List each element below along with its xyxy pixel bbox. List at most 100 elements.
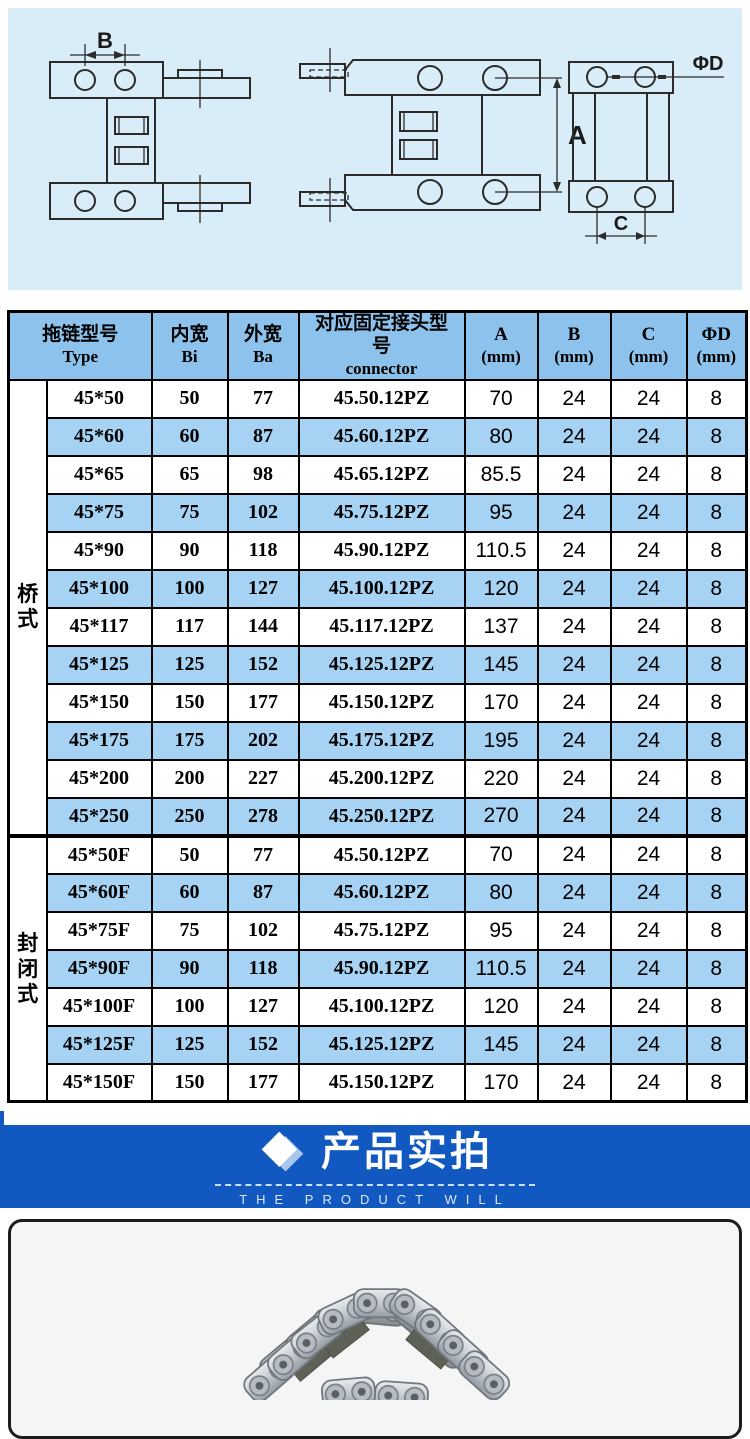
spec-cell-type: 45*50	[45, 378, 153, 419]
col-header-type-cn: 拖链型号	[42, 324, 119, 346]
spec-cell: 87	[226, 872, 300, 913]
table-row: 45*90F 90 118 45.90.12PZ 110.5 24 24 8	[9, 948, 748, 989]
table-row: 45*100 100 127 45.100.12PZ 120 24 24 8	[9, 568, 748, 609]
spec-cell: 70	[463, 378, 539, 419]
spec-cell: 8	[685, 454, 748, 495]
spec-cell: 75	[150, 492, 229, 533]
spec-cell: 24	[536, 948, 612, 989]
spec-cell: 177	[226, 682, 300, 723]
spec-cell: 45.125.12PZ	[297, 1024, 466, 1065]
spec-cell: 118	[226, 530, 300, 571]
spec-cell: 75	[150, 910, 229, 951]
spec-cell: 227	[226, 758, 300, 799]
spec-cell: 24	[609, 530, 688, 571]
technical-drawing: B	[49, 28, 724, 244]
spec-cell-type: 45*90F	[45, 948, 153, 989]
spec-cell: 202	[226, 720, 300, 761]
spec-cell: 177	[226, 1062, 300, 1103]
spec-cell-type: 45*125F	[45, 1024, 153, 1065]
dim-label-c: C	[614, 213, 628, 235]
spec-cell: 8	[685, 644, 748, 685]
spec-cell: 8	[685, 492, 748, 533]
spec-cell: 24	[609, 986, 688, 1027]
table-row: 45*60F 60 87 45.60.12PZ 80 24 24 8	[9, 872, 748, 913]
table-row: 45*125F 125 152 45.125.12PZ 145 24 24 8	[9, 1024, 748, 1065]
spec-cell-type: 45*75F	[45, 910, 153, 951]
left-accent-mark	[0, 1111, 4, 1130]
spec-cell: 60	[150, 416, 229, 457]
spec-cell-type: 45*200	[45, 758, 153, 799]
spec-cell-type: 45*150	[45, 682, 153, 723]
spec-cell: 195	[463, 720, 539, 761]
spec-cell: 80	[463, 416, 539, 457]
spec-cell: 95	[463, 910, 539, 951]
spec-cell: 95	[463, 492, 539, 533]
spec-cell-type: 45*60F	[45, 872, 153, 913]
spec-cell: 125	[150, 644, 229, 685]
product-photo	[239, 1284, 515, 1401]
spec-cell: 45.250.12PZ	[297, 796, 466, 837]
banner-title-row: 产品实拍	[257, 1127, 493, 1177]
spec-cell: 45.125.12PZ	[297, 644, 466, 685]
spec-cell: 117	[150, 606, 229, 647]
spec-cell: 137	[463, 606, 539, 647]
table-row: 45*90 90 118 45.90.12PZ 110.5 24 24 8	[9, 530, 748, 571]
spec-cell: 8	[685, 910, 748, 951]
spec-cell: 45.100.12PZ	[297, 986, 466, 1027]
spec-cell: 87	[226, 416, 300, 457]
spec-cell: 45.150.12PZ	[297, 682, 466, 723]
spec-cell: 77	[226, 833, 300, 875]
spec-cell: 24	[536, 1062, 612, 1103]
spec-cell: 125	[150, 1024, 229, 1065]
spec-cell-type: 45*175	[45, 720, 153, 761]
dim-label-a: A	[568, 120, 587, 150]
spec-cell: 100	[150, 986, 229, 1027]
spec-cell: 24	[609, 416, 688, 457]
col-header-a: A (mm)	[463, 310, 539, 381]
spec-cell: 24	[536, 872, 612, 913]
table-row: 45*117 117 144 45.117.12PZ 137 24 24 8	[9, 606, 748, 647]
table-row: 45*150 150 177 45.150.12PZ 170 24 24 8	[9, 682, 748, 723]
spec-cell: 200	[150, 758, 229, 799]
dim-label-b: B	[97, 28, 113, 53]
spec-cell: 24	[609, 833, 688, 875]
col-header-type-en: Type	[62, 347, 99, 367]
spec-cell: 150	[150, 1062, 229, 1103]
spec-cell: 8	[685, 378, 748, 419]
row-group-label: 封闭式	[7, 833, 48, 1103]
spec-cell-type: 45*125	[45, 644, 153, 685]
spec-cell: 8	[685, 606, 748, 647]
table-row: 封闭式 45*50F 50 77 45.50.12PZ 70 24 24 8	[7, 833, 748, 1103]
spec-cell: 70	[463, 833, 539, 875]
spec-cell: 24	[536, 833, 612, 875]
spec-cell: 8	[685, 948, 748, 989]
spec-cell: 8	[685, 1024, 748, 1065]
spec-cell: 45.90.12PZ	[297, 530, 466, 571]
row-group-label: 桥式	[7, 378, 48, 837]
spec-cell: 90	[150, 530, 229, 571]
spec-cell: 24	[536, 644, 612, 685]
spec-cell: 8	[685, 758, 748, 799]
spec-cell: 120	[463, 986, 539, 1027]
spec-cell: 24	[536, 758, 612, 799]
table-row: 45*150F 150 177 45.150.12PZ 170 24 24 8	[9, 1062, 748, 1103]
spec-cell: 90	[150, 948, 229, 989]
spec-cell: 24	[536, 530, 612, 571]
diagram-view-front: A	[299, 48, 587, 222]
col-header-b: B (mm)	[536, 310, 612, 381]
spec-cell-type: 45*50F	[45, 833, 153, 875]
banner-subtitle: THE PRODUCT WILL	[239, 1191, 511, 1207]
table-row: 桥式 45*50 50 77 45.50.12PZ 70 24 24 8	[7, 378, 748, 837]
table-row: 45*60 60 87 45.60.12PZ 80 24 24 8	[9, 416, 748, 457]
spec-cell: 250	[150, 796, 229, 837]
spec-cell: 170	[463, 682, 539, 723]
spec-cell: 24	[609, 720, 688, 761]
spec-cell: 24	[609, 796, 688, 837]
spec-cell: 8	[685, 986, 748, 1027]
spec-cell: 145	[463, 644, 539, 685]
spec-cell: 45.90.12PZ	[297, 948, 466, 989]
diagram-panel: B	[8, 8, 742, 290]
table-row: 45*250 250 278 45.250.12PZ 270 24 24 8	[9, 796, 748, 837]
spec-cell: 8	[685, 416, 748, 457]
spec-cell: 24	[609, 606, 688, 647]
